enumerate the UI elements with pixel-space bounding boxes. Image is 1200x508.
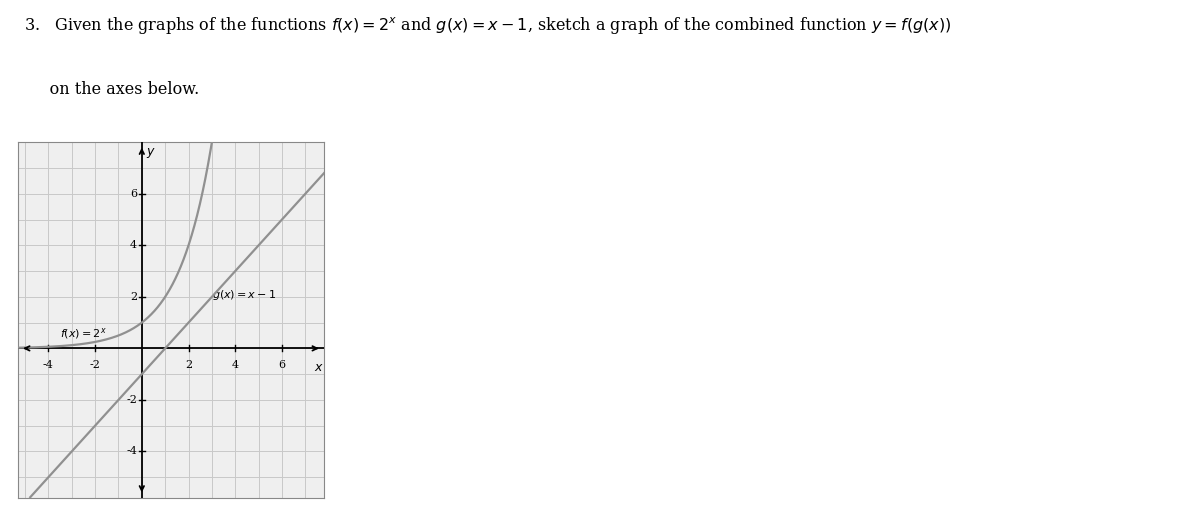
Text: on the axes below.: on the axes below. [24,81,199,98]
Text: 6: 6 [278,360,286,370]
Text: -2: -2 [90,360,101,370]
Text: $x$: $x$ [314,361,324,374]
Text: 4: 4 [130,240,137,250]
Text: -2: -2 [126,395,137,405]
Text: -4: -4 [126,447,137,457]
Text: 2: 2 [130,292,137,302]
Text: 4: 4 [232,360,239,370]
Text: -4: -4 [43,360,54,370]
Text: 3.   Given the graphs of the functions $f(x) = 2^x$ and $g(x) = x - 1$, sketch a: 3. Given the graphs of the functions $f(… [24,15,952,36]
Text: 6: 6 [130,189,137,199]
Text: $g(x) = x - 1$: $g(x) = x - 1$ [212,288,276,302]
Text: $f(x) = 2^x$: $f(x) = 2^x$ [60,326,107,341]
Text: $y$: $y$ [146,146,156,160]
Text: 2: 2 [185,360,192,370]
